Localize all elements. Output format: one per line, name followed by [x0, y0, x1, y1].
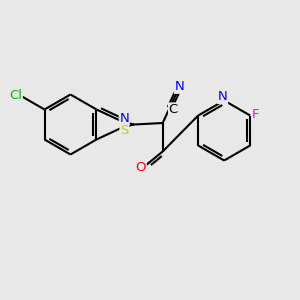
Text: C: C	[169, 103, 178, 116]
Text: S: S	[120, 124, 128, 137]
Text: F: F	[252, 107, 259, 121]
Text: N: N	[218, 90, 227, 104]
Text: O: O	[136, 161, 146, 174]
Text: Cl: Cl	[9, 89, 22, 102]
Text: N: N	[175, 80, 184, 93]
Text: N: N	[119, 112, 129, 125]
